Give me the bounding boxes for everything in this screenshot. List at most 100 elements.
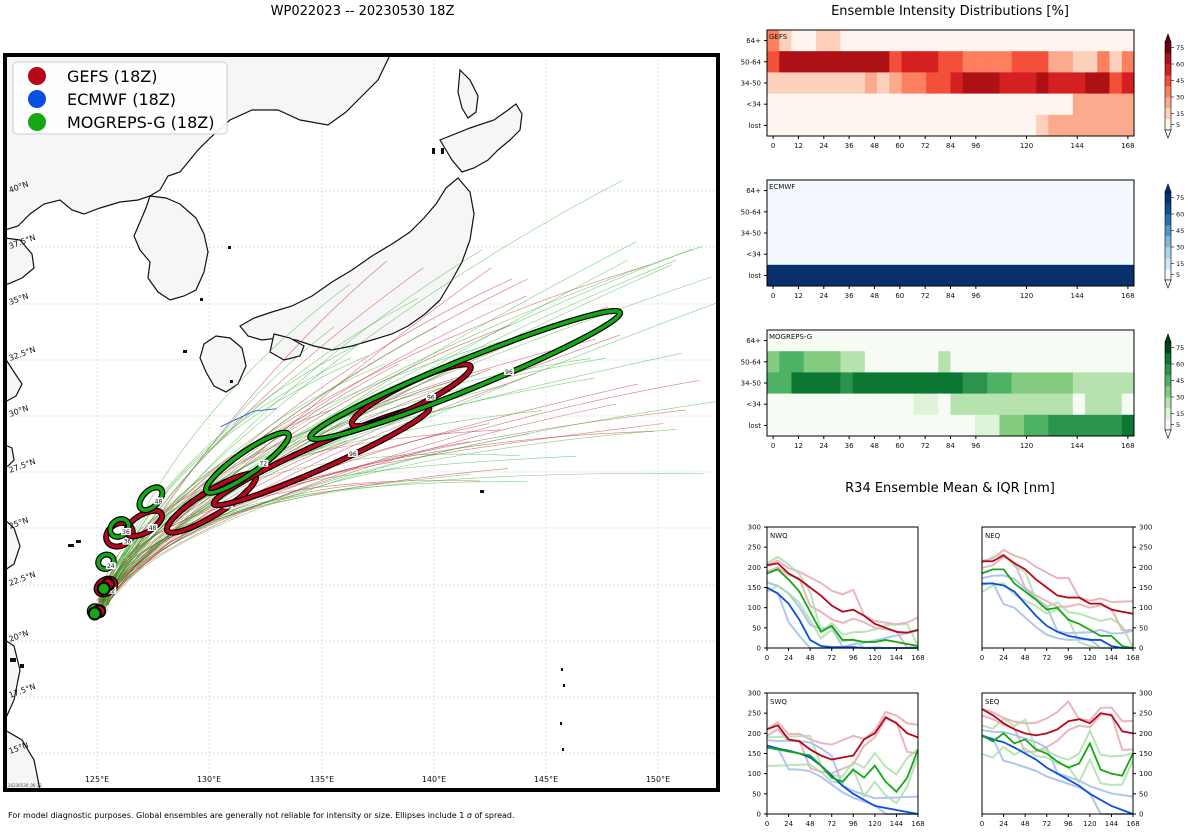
heatmap-cell (1097, 351, 1110, 373)
r34-iqr-line (981, 699, 1134, 725)
heatmap-cell (1011, 114, 1025, 137)
heatmap-cell (1036, 372, 1049, 394)
r34-iqr-line (981, 548, 1134, 604)
heatmap-cell (877, 93, 890, 116)
shikoku (269, 333, 305, 361)
heatmap-cell (950, 330, 964, 352)
legend-mogreps-marker (28, 113, 46, 131)
heatmap-cell (987, 180, 1000, 202)
china-coast-2 (5, 356, 23, 403)
heatmap-cell (767, 51, 780, 73)
heatmap-cell (1097, 264, 1110, 287)
heatmap-cell (938, 414, 951, 437)
heatmap-cell (950, 222, 964, 244)
colorbar-segment (1165, 64, 1171, 76)
heatmap-cell (999, 264, 1012, 287)
x-tick-label: 24 (784, 654, 793, 662)
heatmap-cell (987, 114, 1000, 137)
heatmap-cell (877, 30, 890, 52)
heatmap-cell (913, 201, 927, 223)
heatmap-cell (1023, 114, 1037, 137)
heatmap-cell (1060, 30, 1074, 52)
colorbar-tick-label: 30 (1176, 244, 1184, 252)
heatmap-cell (1011, 222, 1025, 244)
heatmap-cell (999, 51, 1012, 73)
colorbar-tick-label: 15 (1176, 110, 1184, 118)
y-tick-label: 100 (748, 604, 761, 612)
y-tick-label: 200 (1139, 564, 1152, 572)
y-tick-label: 150 (1139, 584, 1152, 592)
ellipse-label-bg (425, 393, 436, 401)
heatmap-cell (877, 372, 890, 394)
heatmap-cell (779, 51, 792, 73)
heatmap-cell (950, 243, 964, 266)
heatmap-cell (1097, 243, 1110, 266)
heatmap-cell (1097, 201, 1110, 223)
ellipse-label-bg (503, 367, 514, 375)
heatmap-cell (1072, 330, 1086, 352)
heatmap-cell (1036, 351, 1049, 373)
heatmap-cell (864, 93, 878, 116)
heatmap-cell (962, 264, 976, 287)
heatmap-cell (803, 30, 817, 52)
heatmap-cell (913, 372, 927, 394)
x-tick-label: 168 (911, 654, 924, 662)
heatmap-cell (1060, 93, 1074, 116)
heatmap-cell (913, 114, 927, 137)
heatmap-cell (828, 51, 841, 73)
colorbar-tick-label: 45 (1176, 377, 1184, 385)
heatmap-cell (926, 114, 939, 137)
heatmap-cell (828, 93, 841, 116)
heatmap-cell (962, 243, 976, 266)
heatmap-cell (1060, 330, 1074, 352)
member-track (101, 473, 704, 611)
spread-ellipses: 12364872969602436487296 (86, 307, 624, 620)
x-tick-label: 144 (1071, 292, 1085, 300)
heatmap-cell (852, 93, 866, 116)
heatmap-cell (913, 72, 927, 94)
colorbar-segment (1165, 203, 1171, 215)
x-tick-label: 24 (999, 654, 1008, 662)
r34-mean-line (981, 732, 1134, 777)
heatmap-cell (938, 114, 951, 137)
heatmap-cell (1011, 351, 1025, 373)
heatmap-cell (1072, 243, 1086, 266)
heatmap-cell (1048, 51, 1061, 73)
heatmap-cell (1060, 222, 1074, 244)
heatmap-cell (974, 243, 988, 266)
heatmap-cell (950, 30, 964, 52)
heatmap-cell (1072, 393, 1086, 416)
heatmap-cell (999, 330, 1012, 352)
heatmap-cell (877, 351, 890, 373)
heatmap-cell (1109, 372, 1123, 394)
lon-label: 125°E (85, 775, 109, 784)
x-tick-label: 72 (827, 654, 836, 662)
x-tick-label: 24 (819, 442, 828, 450)
map-title: WP022023 -- 20230530 18Z (270, 4, 455, 19)
r34-quadrant-label: SEQ (985, 698, 1000, 706)
heatmap-cell (791, 372, 804, 394)
r34-iqr-line (766, 755, 919, 805)
x-tick-label: 72 (1042, 820, 1051, 828)
heatmap-cell (938, 264, 951, 287)
heatmap-cell (803, 222, 817, 244)
heatmap-cell (877, 180, 890, 202)
heatmap-cell (1060, 264, 1074, 287)
heatmap-cell (1036, 393, 1049, 416)
heatmap-cell (828, 414, 841, 437)
heatmap-cell (901, 72, 915, 94)
heatmap-cell (1036, 243, 1049, 266)
heatmap-cell (767, 243, 780, 266)
heatmap-cell (938, 222, 951, 244)
hokkaido (439, 103, 523, 173)
heatmap-cell (962, 180, 976, 202)
x-tick-label: 84 (946, 142, 955, 150)
heatmap-panel: 64+ 50-64 34-50 <34 lost GEFS 0 12 24 36 48 60 72 84 9… (741, 29, 1184, 150)
y-tick-label: 50 (752, 624, 761, 632)
ellipse-label-bg (105, 562, 116, 570)
heatmap-cell (1011, 264, 1025, 287)
heatmap-cell (779, 351, 792, 373)
heatmap-cell (950, 201, 964, 223)
heatmap-cell (779, 330, 792, 352)
heatmap-cell (938, 30, 951, 52)
